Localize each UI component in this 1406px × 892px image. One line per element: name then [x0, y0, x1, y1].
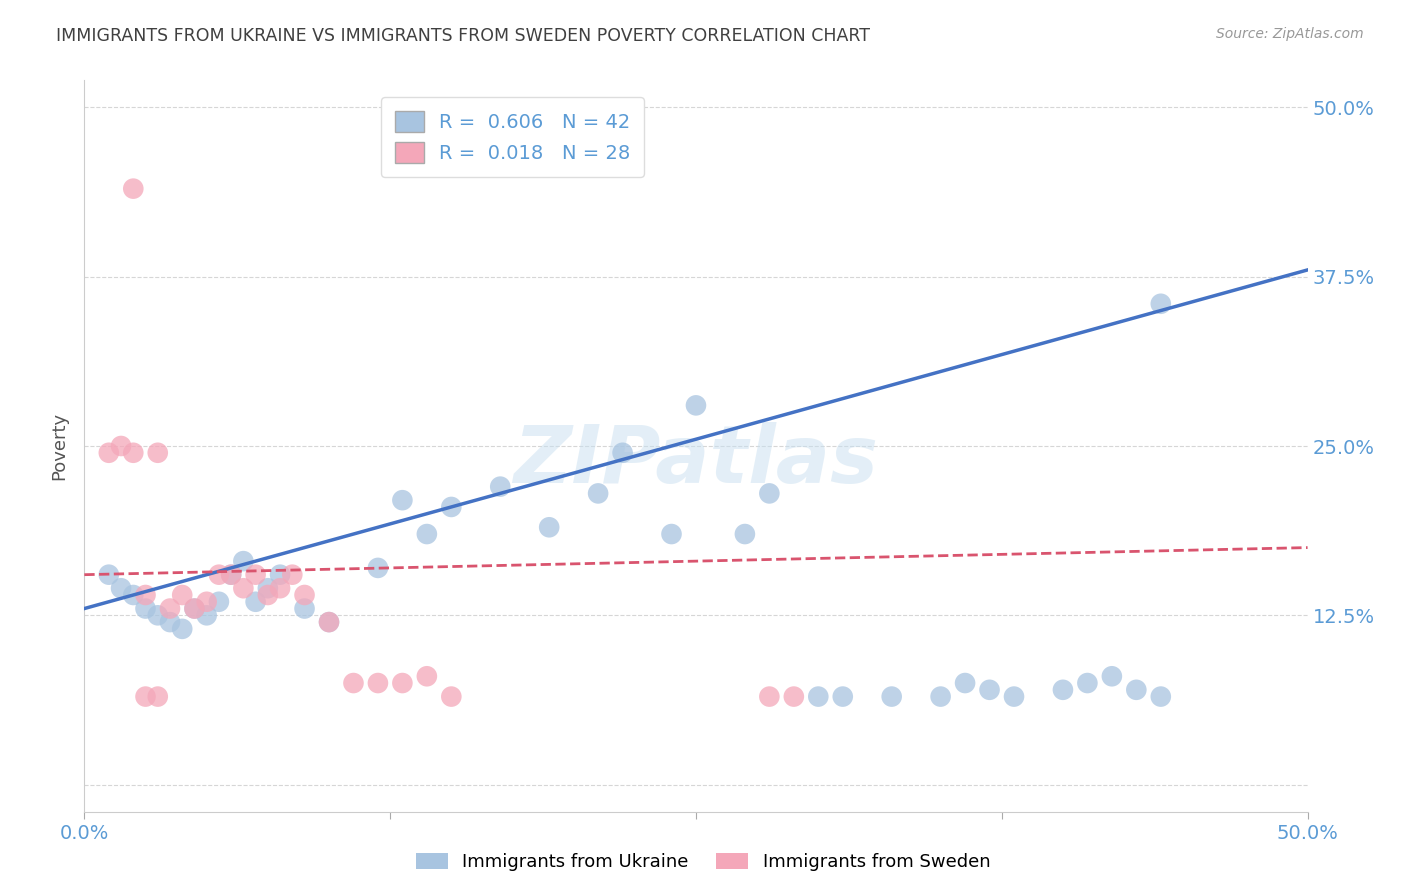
Point: [122, 181, 145, 195]
Point: [110, 581, 132, 595]
Point: [97, 567, 120, 582]
Point: [195, 595, 218, 609]
Point: [159, 601, 181, 615]
Point: [245, 595, 267, 609]
Point: [219, 567, 242, 582]
Text: Source: ZipAtlas.com: Source: ZipAtlas.com: [1216, 27, 1364, 41]
Point: [1052, 682, 1074, 697]
Point: [208, 595, 231, 609]
Point: [1125, 682, 1147, 697]
Text: IMMIGRANTS FROM UKRAINE VS IMMIGRANTS FROM SWEDEN POVERTY CORRELATION CHART: IMMIGRANTS FROM UKRAINE VS IMMIGRANTS FR…: [56, 27, 870, 45]
Point: [783, 690, 806, 704]
Point: [685, 398, 707, 412]
Point: [586, 486, 609, 500]
Point: [318, 615, 340, 629]
Point: [183, 601, 205, 615]
Point: [661, 527, 683, 541]
Point: [416, 527, 439, 541]
Point: [538, 520, 561, 534]
Point: [159, 615, 181, 629]
Point: [391, 493, 413, 508]
Point: [195, 608, 218, 623]
Point: [232, 554, 254, 568]
Point: [318, 615, 340, 629]
Point: [831, 690, 853, 704]
Point: [391, 676, 413, 690]
Point: [294, 588, 316, 602]
Point: [208, 567, 231, 582]
Point: [135, 601, 157, 615]
Point: [929, 690, 952, 704]
Point: [146, 608, 169, 623]
Point: [979, 682, 1001, 697]
Point: [440, 500, 463, 514]
Point: [97, 446, 120, 460]
Point: [342, 676, 364, 690]
Point: [257, 581, 280, 595]
Point: [245, 567, 267, 582]
Point: [440, 690, 463, 704]
Point: [146, 690, 169, 704]
Point: [232, 581, 254, 595]
Point: [758, 486, 780, 500]
Point: [880, 690, 903, 704]
Point: [269, 567, 291, 582]
Point: [110, 439, 132, 453]
Point: [146, 446, 169, 460]
Point: [281, 567, 304, 582]
Legend: Immigrants from Ukraine, Immigrants from Sweden: Immigrants from Ukraine, Immigrants from…: [408, 846, 998, 879]
Point: [1101, 669, 1123, 683]
Point: [367, 676, 389, 690]
Point: [758, 690, 780, 704]
Point: [1076, 676, 1098, 690]
Point: [219, 567, 242, 582]
Point: [1150, 297, 1173, 311]
Point: [122, 588, 145, 602]
Point: [257, 588, 280, 602]
Point: [1150, 690, 1173, 704]
Point: [367, 561, 389, 575]
Point: [489, 480, 512, 494]
Point: [734, 527, 756, 541]
Point: [416, 669, 439, 683]
Point: [1002, 690, 1025, 704]
Point: [807, 690, 830, 704]
Text: ZIPatlas: ZIPatlas: [513, 422, 879, 500]
Point: [172, 588, 194, 602]
Point: [269, 581, 291, 595]
Legend: R =  0.606   N = 42, R =  0.018   N = 28: R = 0.606 N = 42, R = 0.018 N = 28: [381, 97, 644, 177]
Point: [135, 690, 157, 704]
Point: [953, 676, 976, 690]
Point: [172, 622, 194, 636]
Point: [612, 446, 634, 460]
Y-axis label: Poverty: Poverty: [51, 412, 69, 480]
Point: [135, 588, 157, 602]
Point: [294, 601, 316, 615]
Point: [122, 446, 145, 460]
Point: [183, 601, 205, 615]
